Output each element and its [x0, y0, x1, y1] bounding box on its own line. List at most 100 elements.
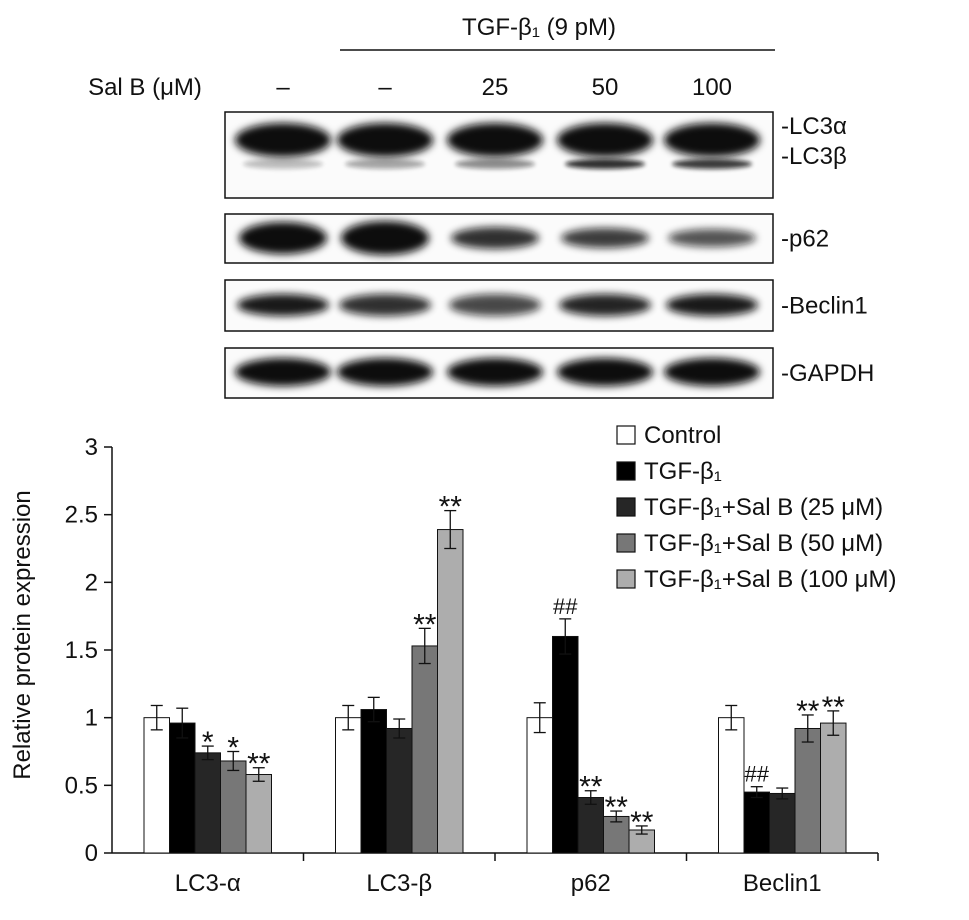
- legend-swatch: [616, 569, 636, 589]
- bar: [194, 752, 221, 854]
- bar: [245, 774, 272, 854]
- bar: [143, 717, 170, 854]
- band: [235, 358, 331, 386]
- bar: [386, 727, 413, 854]
- band: [337, 123, 433, 157]
- bar: [794, 727, 821, 854]
- y-tick-label: 0.5: [65, 772, 98, 799]
- dose-label: 25: [482, 74, 509, 101]
- legend-swatch: [616, 533, 636, 553]
- bar: [743, 791, 770, 854]
- bar-chart-panel: Relative protein expression 0 0.5 1 1.5 2 2.5…: [0, 405, 969, 915]
- bar: [577, 797, 604, 854]
- bar: [437, 529, 464, 854]
- significance-label: **: [822, 691, 846, 724]
- band: [235, 123, 331, 157]
- band-label: -p62: [781, 226, 829, 253]
- significance-label: ##: [553, 594, 578, 619]
- legend: Control TGF-β₁ TGF-β₁+Sal B (25 μM) TGF-β₁+…: [616, 422, 896, 593]
- legend-label: Control: [644, 422, 721, 449]
- legend-swatch: [616, 497, 636, 517]
- legend-item: TGF-β₁+Sal B (50 μM): [616, 530, 883, 557]
- band-group: [235, 123, 760, 169]
- bar: [335, 717, 362, 854]
- band: [668, 229, 756, 247]
- bar: [411, 645, 438, 854]
- legend-swatch: [616, 461, 636, 481]
- dose-label: 100: [692, 74, 732, 101]
- band: [447, 358, 543, 386]
- band: [449, 294, 541, 316]
- y-tick-label: 1: [85, 705, 98, 732]
- band: [341, 221, 429, 255]
- legend-item: Control: [616, 422, 721, 449]
- y-tick-label: 0: [85, 840, 98, 867]
- bar: [526, 717, 553, 854]
- x-axis: LC3-α LC3-β p62 Beclin1: [112, 852, 879, 897]
- band: [239, 222, 327, 254]
- band: [339, 294, 431, 316]
- band-label: -LC3α: [781, 113, 847, 140]
- significance-label: **: [605, 791, 629, 824]
- bars: ####******************: [143, 491, 847, 854]
- significance-label: ##: [745, 762, 770, 787]
- band: [559, 294, 651, 316]
- legend-item: TGF-β₁+Sal B (100 μM): [616, 566, 896, 593]
- significance-label: **: [796, 695, 820, 728]
- bar: [169, 722, 196, 854]
- western-blot-panel: TGF-β₁ (9 pM) Sal B (μM) – – 25 50 100 -LC3α…: [0, 0, 969, 405]
- bar: [360, 709, 387, 854]
- dose-label: 50: [592, 74, 619, 101]
- series-group: *******: [220, 608, 821, 854]
- band: [664, 358, 760, 386]
- dose-labels: – – 25 50 100: [276, 74, 732, 101]
- significance-label: **: [579, 771, 603, 804]
- series-group: ********: [245, 491, 847, 854]
- salb-label: Sal B (μM): [88, 74, 202, 101]
- legend-item: TGF-β₁: [616, 458, 722, 485]
- band: [664, 123, 760, 157]
- legend-swatch: [616, 425, 636, 445]
- x-tick-label: Beclin1: [743, 870, 822, 897]
- band-label: -Beclin1: [781, 293, 868, 320]
- treatment-label: TGF-β₁ (9 pM): [462, 14, 616, 41]
- significance-label: *: [202, 726, 214, 759]
- western-blot-svg: TGF-β₁ (9 pM) Sal B (μM) – – 25 50 100 -LC3α…: [88, 14, 874, 399]
- band: [337, 358, 433, 386]
- y-axis-label: Relative protein expression: [9, 490, 36, 780]
- band: [561, 228, 649, 248]
- band-group: [237, 294, 758, 316]
- bar: [769, 792, 796, 854]
- band: [237, 294, 329, 316]
- band: [557, 358, 653, 386]
- bar: [718, 717, 745, 854]
- band: [557, 123, 653, 157]
- legend-item: TGF-β₁+Sal B (25 μM): [616, 494, 883, 521]
- blot-row: -Beclin1: [224, 279, 868, 332]
- legend-label: TGF-β₁+Sal B (100 μM): [644, 566, 896, 593]
- series-group: ***: [194, 718, 796, 854]
- blot-row: -LC3α -LC3β: [224, 111, 847, 199]
- band: [451, 227, 539, 249]
- blot-rows: -LC3α -LC3β -p62 -Beclin1 -GAPDH: [224, 111, 874, 399]
- significance-label: **: [630, 806, 654, 839]
- bar: [220, 760, 247, 854]
- significance-label: **: [247, 748, 271, 781]
- y-axis: 0 0.5 1 1.5 2 2.5 3: [65, 434, 113, 867]
- dose-label: –: [378, 74, 392, 101]
- band: [672, 159, 752, 169]
- x-tick-label: LC3-α: [175, 870, 241, 897]
- band-label: -GAPDH: [781, 360, 874, 387]
- band-group: [235, 358, 760, 386]
- y-tick-label: 1.5: [65, 637, 98, 664]
- band-group: [239, 221, 756, 255]
- bar: [820, 722, 847, 854]
- band: [345, 159, 425, 169]
- band: [666, 294, 758, 316]
- series-group: ## ##: [169, 594, 770, 854]
- y-tick-label: 2.5: [65, 502, 98, 529]
- legend-label: TGF-β₁+Sal B (50 μM): [644, 530, 883, 557]
- dose-label: –: [276, 74, 290, 101]
- blot-row: -p62: [224, 213, 829, 264]
- significance-label: **: [439, 491, 463, 524]
